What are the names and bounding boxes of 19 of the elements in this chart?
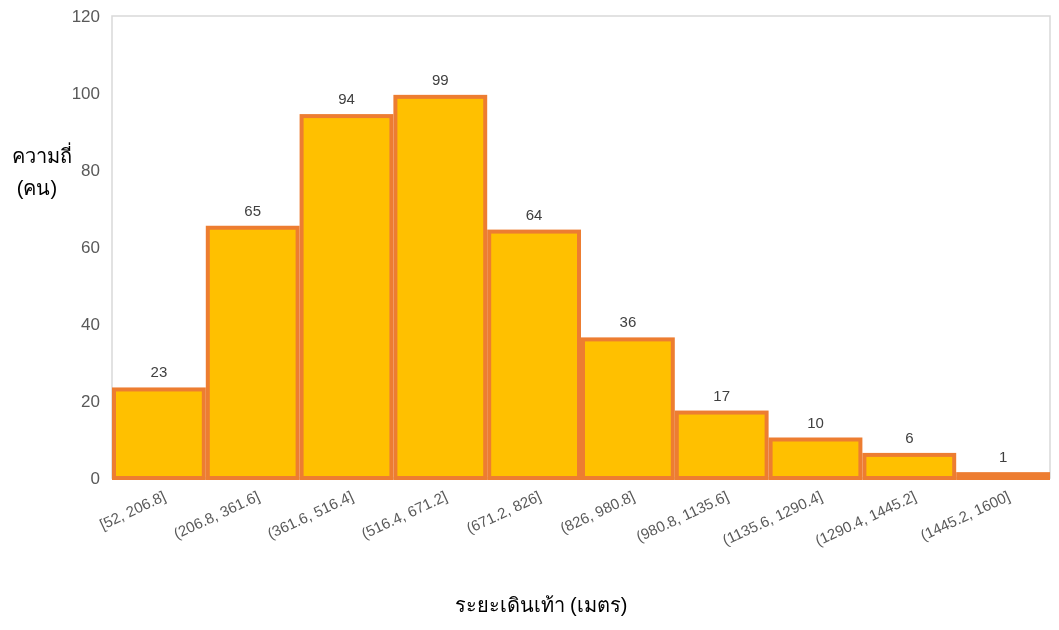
y-tick-label: 0: [90, 469, 100, 488]
y-tick-label: 60: [81, 238, 100, 257]
data-label: 10: [807, 413, 824, 431]
y-tick-label: 120: [71, 7, 100, 26]
x-axis-title: ระยะเดินเท้า (เมตร): [454, 594, 628, 616]
y-tick-label: 40: [81, 315, 100, 334]
data-label: 99: [431, 70, 449, 88]
data-label: 1: [998, 448, 1008, 466]
y-tick-label: 20: [81, 392, 100, 411]
data-label: 36: [619, 313, 637, 331]
data-label: 94: [338, 90, 355, 108]
data-label: 65: [244, 201, 262, 219]
y-tick-label: 80: [81, 161, 100, 180]
data-label: 6: [905, 428, 914, 446]
data-label: 64: [525, 205, 543, 223]
y-axis-title: ความถี่ (คน): [12, 141, 72, 201]
data-label: 23: [150, 363, 168, 381]
y-tick-label: 100: [71, 84, 100, 103]
data-label: 17: [713, 386, 731, 404]
